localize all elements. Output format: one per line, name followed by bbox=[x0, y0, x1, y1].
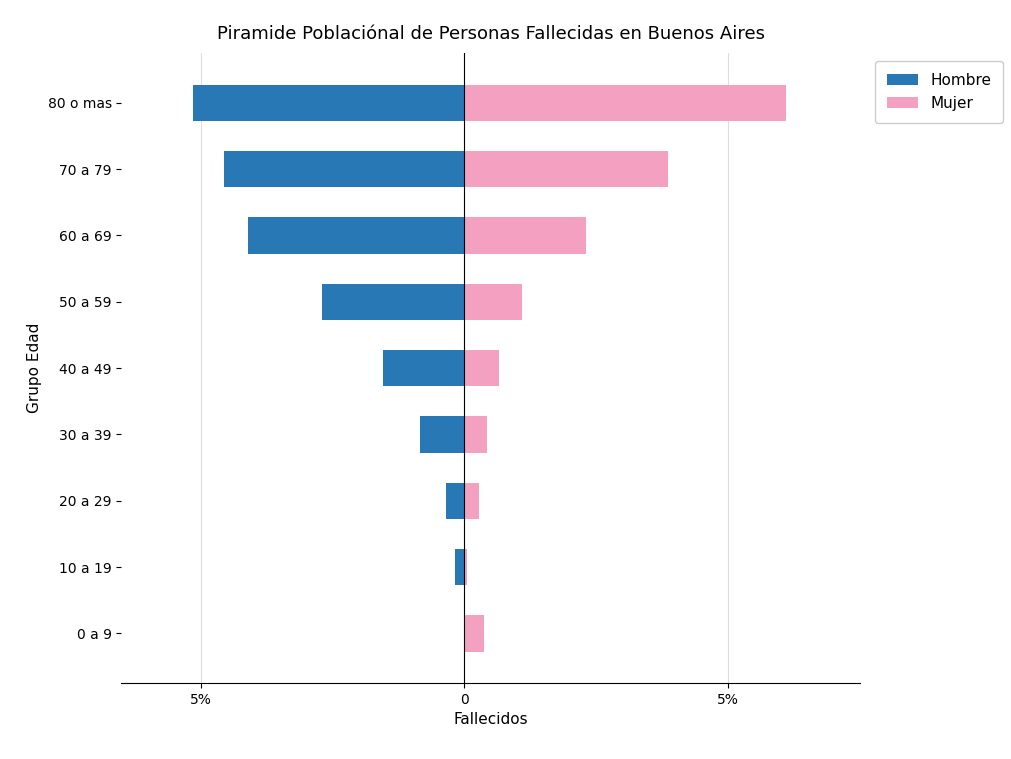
Bar bbox=[464, 85, 786, 121]
Bar bbox=[455, 549, 464, 585]
Bar bbox=[464, 549, 466, 585]
Bar bbox=[464, 217, 585, 254]
Bar bbox=[464, 615, 484, 651]
Title: Piramide Poblaciónal de Personas Fallecidas en Buenos Aires: Piramide Poblaciónal de Personas Falleci… bbox=[216, 25, 764, 43]
Bar bbox=[382, 350, 464, 386]
Bar bbox=[321, 284, 464, 320]
Bar bbox=[420, 416, 464, 452]
Bar bbox=[248, 217, 464, 254]
X-axis label: Fallecidos: Fallecidos bbox=[453, 713, 528, 727]
Bar bbox=[464, 483, 479, 519]
Bar bbox=[464, 350, 498, 386]
Bar bbox=[464, 284, 522, 320]
Bar bbox=[224, 151, 464, 187]
Legend: Hombre, Mujer: Hombre, Mujer bbox=[875, 61, 1003, 123]
Bar bbox=[464, 151, 667, 187]
Y-axis label: Grupo Edad: Grupo Edad bbox=[27, 323, 42, 414]
Bar bbox=[464, 416, 486, 452]
Bar bbox=[446, 483, 464, 519]
Bar bbox=[192, 85, 464, 121]
